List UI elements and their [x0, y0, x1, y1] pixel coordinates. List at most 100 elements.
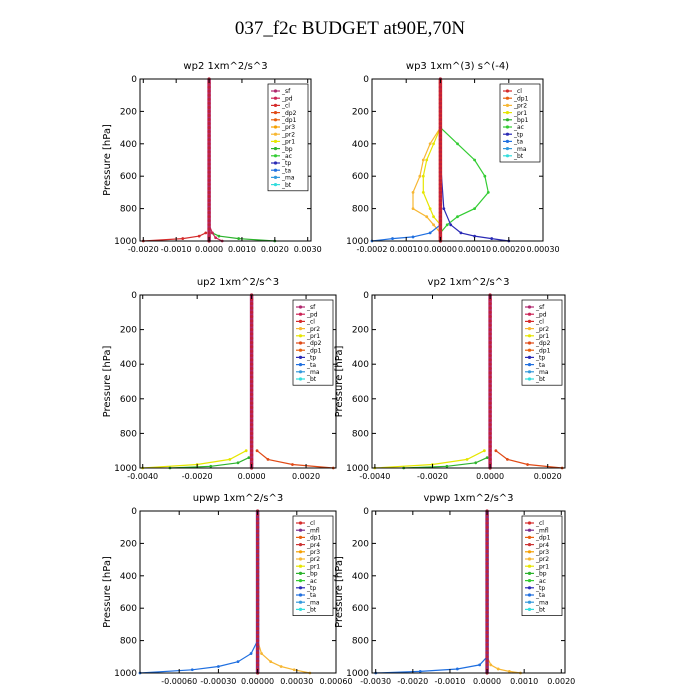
center-marker — [438, 211, 442, 215]
legend-marker — [298, 579, 303, 583]
legend-marker — [273, 111, 278, 115]
center-marker — [488, 375, 492, 379]
center-marker — [250, 392, 254, 397]
center-marker — [485, 513, 489, 517]
y-axis-label: Pressure [hPa] — [102, 556, 113, 628]
legend-entry: _pd — [281, 95, 293, 102]
center-marker — [438, 101, 442, 105]
center-marker — [256, 663, 260, 667]
data-point-pr2 — [425, 215, 429, 219]
legend-entry: _pr1 — [535, 333, 549, 340]
center-marker — [485, 634, 489, 639]
center-marker — [250, 418, 254, 423]
center-marker — [438, 186, 442, 190]
y-tick-label: 0 — [363, 291, 369, 301]
legend-entry: _pr2 — [535, 556, 549, 563]
legend-marker — [273, 89, 278, 93]
center-marker — [438, 146, 442, 150]
legend-marker — [298, 327, 303, 331]
x-tick-label: -0.0010 — [161, 245, 192, 254]
center-marker — [207, 219, 211, 223]
data-point-dp2 — [291, 463, 294, 466]
data-point-ta — [455, 667, 459, 671]
data-point-pd — [214, 236, 218, 240]
legend-entry: _tp — [306, 355, 316, 362]
center-marker — [207, 81, 211, 85]
data-point-pr2 — [489, 663, 493, 667]
data-point-ac — [486, 191, 490, 194]
center-marker — [438, 93, 442, 97]
x-tick-label: 0.0020 — [534, 472, 562, 481]
legend-marker — [527, 593, 532, 597]
center-marker — [250, 353, 254, 358]
center-marker — [438, 121, 442, 126]
center-marker — [438, 190, 442, 194]
data-point-dp2 — [255, 449, 259, 453]
center-marker — [207, 198, 211, 203]
legend-entry: _ta — [535, 592, 545, 599]
plot-frame — [139, 294, 337, 469]
x-tick-label: -0.0020 — [128, 245, 159, 254]
legend-entry: _sf — [281, 88, 291, 95]
legend-marker — [273, 154, 278, 158]
data-point-pr1 — [482, 449, 486, 453]
legend-marker — [505, 139, 510, 143]
x-tick-label: -0.0020 — [397, 677, 428, 686]
data-point-pr1 — [421, 191, 425, 194]
legend-marker — [505, 132, 510, 136]
center-marker — [256, 582, 260, 586]
center-marker — [488, 457, 492, 461]
legend-entry: _pr3 — [281, 124, 295, 131]
legend-entry: _ma — [535, 369, 549, 376]
data-point-pr2 — [260, 652, 263, 655]
center-marker — [485, 643, 489, 647]
center-marker — [256, 570, 260, 574]
legend-marker — [298, 377, 303, 381]
center-marker — [485, 594, 489, 598]
center-marker — [438, 126, 442, 130]
legend-marker — [505, 96, 510, 100]
panel-2: wp3 1xm^(3) s^(-4) 0 200 400 600 800 1000-0.00… — [346, 61, 559, 254]
center-marker — [256, 659, 260, 663]
y-tick-label: 800 — [352, 205, 369, 215]
legend: _cl_dp1_pr2_pr1_bp1_ac_tp_ta_ma_bt — [499, 83, 541, 163]
center-marker — [488, 310, 492, 314]
center-marker — [488, 427, 492, 431]
x-tick-label: 0.00020 — [492, 245, 525, 254]
legend-marker — [505, 118, 510, 122]
center-marker — [485, 659, 489, 663]
x-tick-label: 0.0010 — [228, 245, 256, 254]
y-tick-label: 0 — [131, 507, 137, 517]
center-marker — [250, 302, 254, 306]
data-point-bp — [237, 237, 241, 240]
center-marker — [485, 545, 489, 550]
x-tick-label: 0.0030 — [294, 245, 322, 254]
y-tick-label: 800 — [352, 637, 369, 647]
legend-entry: _pr2 — [281, 131, 295, 138]
x-tick-label: -0.0010 — [434, 677, 465, 686]
legend-entry: _pr2 — [306, 556, 320, 563]
data-point-pr2 — [507, 669, 511, 673]
center-marker — [256, 525, 260, 529]
center-marker — [207, 170, 211, 174]
center-marker — [485, 549, 489, 554]
series-line-dp2 — [256, 450, 334, 469]
series-line-ac — [439, 127, 489, 241]
data-point-ta — [411, 235, 415, 239]
y-tick-label: 200 — [352, 326, 369, 336]
series-line-bp — [212, 232, 275, 242]
legend-marker — [298, 550, 303, 554]
center-marker — [250, 345, 254, 349]
center-marker — [438, 182, 442, 186]
data-point-bp — [217, 234, 221, 238]
legend-entry: _bp — [535, 571, 547, 578]
center-marker — [250, 332, 254, 336]
plot-frame — [139, 510, 337, 674]
center-marker — [207, 154, 211, 158]
center-marker — [488, 328, 492, 332]
y-tick-label: 400 — [352, 360, 369, 370]
data-point-ta — [478, 663, 482, 667]
center-marker — [256, 521, 260, 525]
center-marker — [256, 566, 260, 570]
legend-marker — [273, 139, 278, 143]
